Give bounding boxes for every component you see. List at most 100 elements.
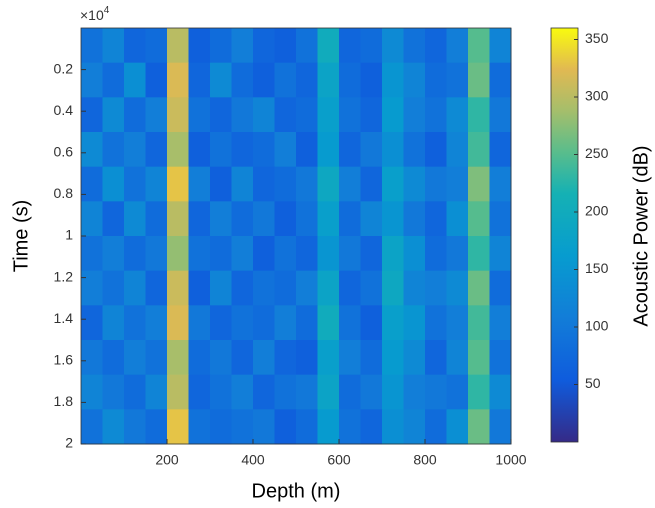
heatmap-cell xyxy=(253,62,275,98)
heatmap-cell xyxy=(468,374,490,410)
heatmap-cell xyxy=(446,97,469,133)
heatmap-cell xyxy=(360,409,383,445)
heatmap-cell xyxy=(231,340,254,376)
heatmap-cell xyxy=(339,28,361,64)
y-tick-label: 1.2 xyxy=(54,268,74,284)
heatmap-cell xyxy=(425,97,447,133)
heatmap-cell xyxy=(231,132,254,168)
heatmap-cell xyxy=(274,374,297,410)
heatmap-cell xyxy=(425,270,447,306)
heatmap-cell xyxy=(145,270,168,306)
heatmap-cell xyxy=(489,236,512,272)
y-tick-label: 0.6 xyxy=(54,144,74,160)
heatmap-cell xyxy=(446,270,469,306)
heatmap-cell xyxy=(124,340,146,376)
heatmap-cell xyxy=(360,374,383,410)
heatmap-cell xyxy=(296,236,318,272)
heatmap-cell xyxy=(425,166,447,202)
heatmap-cell xyxy=(446,166,469,202)
heatmap-cell xyxy=(102,236,125,272)
heatmap-cell xyxy=(296,374,318,410)
colorbar-tick-label: 200 xyxy=(585,203,609,219)
heatmap-cell xyxy=(317,28,340,64)
heatmap-cell xyxy=(145,305,168,341)
heatmap-cell xyxy=(231,28,254,64)
x-tick-label: 200 xyxy=(155,452,179,468)
heatmap-cell xyxy=(296,28,318,64)
heatmap-cell xyxy=(210,62,232,98)
heatmap-cell xyxy=(382,132,404,168)
heatmap-cell xyxy=(274,166,297,202)
heatmap-cell xyxy=(296,166,318,202)
heatmap-cell xyxy=(317,305,340,341)
heatmap-cell xyxy=(274,97,297,133)
heatmap-cell xyxy=(81,374,103,410)
x-tick-label: 400 xyxy=(241,452,265,468)
heatmap-cell xyxy=(296,62,318,98)
heatmap-cell xyxy=(102,340,125,376)
heatmap-cell xyxy=(188,409,211,445)
heatmap-cell xyxy=(296,305,318,341)
heatmap-cell xyxy=(253,270,275,306)
heatmap-cell xyxy=(382,409,404,445)
heatmap-cell xyxy=(167,201,189,237)
heatmap-cell xyxy=(188,97,211,133)
heatmap-cell xyxy=(274,409,297,445)
heatmap-cell xyxy=(231,97,254,133)
heatmap-cell xyxy=(210,340,232,376)
heatmap-cell xyxy=(231,166,254,202)
y-tick-label: 0.8 xyxy=(54,185,74,201)
heatmap-cell xyxy=(317,374,340,410)
y-tick-label: 0.2 xyxy=(54,60,74,76)
heatmap-cell xyxy=(317,97,340,133)
heatmap-cell xyxy=(124,132,146,168)
heatmap-cell xyxy=(317,132,340,168)
heatmap-cell xyxy=(425,28,447,64)
heatmap-cell xyxy=(489,62,512,98)
heatmap-cell xyxy=(489,409,512,445)
heatmap-cell xyxy=(468,97,490,133)
heatmap-cell xyxy=(446,62,469,98)
heatmap-cell xyxy=(210,270,232,306)
heatmap-cell xyxy=(382,270,404,306)
heatmap-cell xyxy=(317,62,340,98)
heatmap-cell xyxy=(425,409,447,445)
heatmap-cell xyxy=(274,201,297,237)
heatmap-cell xyxy=(360,62,383,98)
heatmap-cell xyxy=(468,340,490,376)
heatmap-cell xyxy=(274,28,297,64)
heatmap-cell xyxy=(145,374,168,410)
heatmap-cell xyxy=(274,340,297,376)
heatmap-cell xyxy=(188,270,211,306)
heatmap-cell xyxy=(188,305,211,341)
heatmap-cell xyxy=(296,270,318,306)
y-tick-label: 1 xyxy=(65,227,73,243)
heatmap-cell xyxy=(339,236,361,272)
heatmap-cell xyxy=(360,270,383,306)
heatmap-cell xyxy=(339,62,361,98)
heatmap-cell xyxy=(188,28,211,64)
heatmap-cell xyxy=(403,97,426,133)
heatmap-cell xyxy=(167,305,189,341)
heatmap-cell xyxy=(81,132,103,168)
heatmap-cell xyxy=(253,340,275,376)
heatmap-cell xyxy=(102,97,125,133)
heatmap-cell xyxy=(81,97,103,133)
heatmap-cell xyxy=(339,305,361,341)
colorbar-label: Acoustic Power (dB) xyxy=(630,145,652,326)
heatmap-cell xyxy=(210,28,232,64)
heatmap-cell xyxy=(446,374,469,410)
heatmap-cell xyxy=(317,201,340,237)
heatmap-cell xyxy=(339,409,361,445)
heatmap-cell xyxy=(468,270,490,306)
heatmap-cell xyxy=(403,409,426,445)
heatmap-cell xyxy=(145,28,168,64)
heatmap-cell xyxy=(446,409,469,445)
heatmap-cell xyxy=(360,201,383,237)
heatmap-cell xyxy=(145,201,168,237)
heatmap-cell xyxy=(253,166,275,202)
heatmap-cell xyxy=(403,340,426,376)
heatmap-cell xyxy=(253,201,275,237)
heatmap-cell xyxy=(188,166,211,202)
